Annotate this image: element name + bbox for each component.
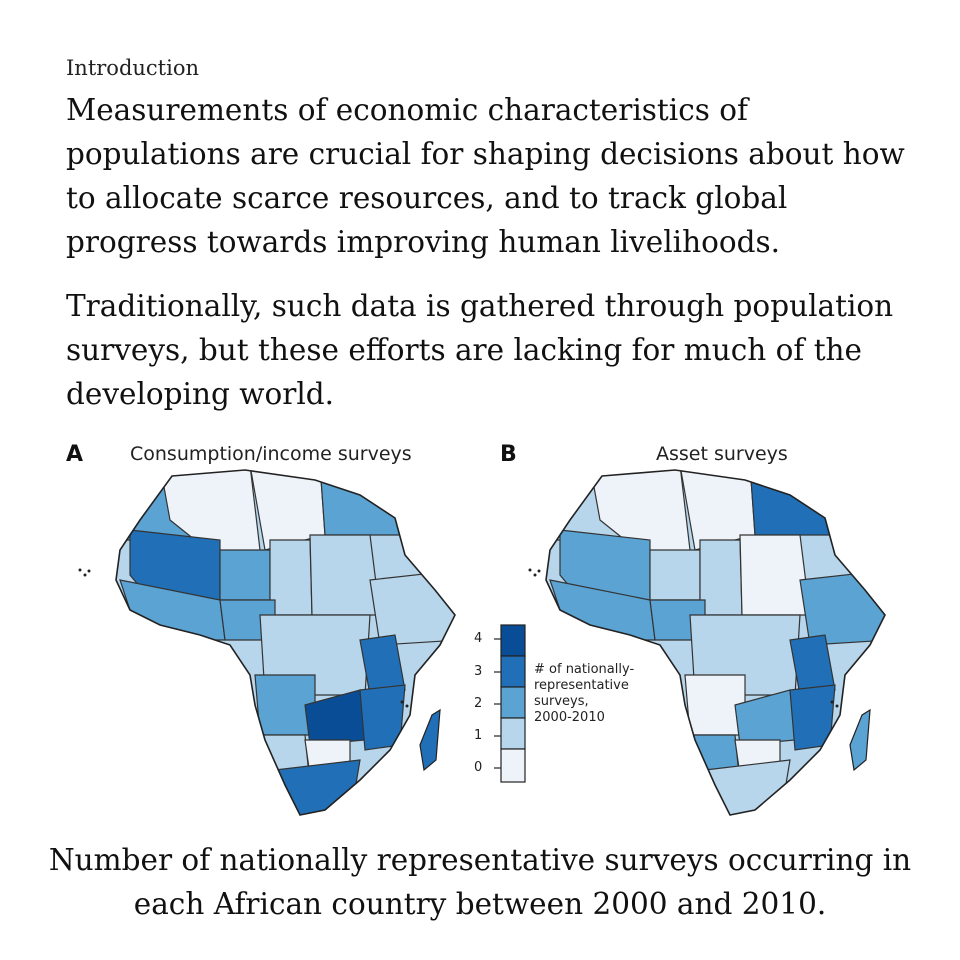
map-b-asset xyxy=(546,470,885,815)
panel-a-letter: A xyxy=(66,442,84,467)
legend-colorbar xyxy=(494,624,526,783)
madagascar-b xyxy=(849,708,871,772)
legend-title-line-3: surveys, xyxy=(534,694,589,709)
legend-tick-0: 0 xyxy=(474,760,483,775)
panel-a-title: Consumption/income surveys xyxy=(130,443,412,465)
panel-b-letter: B xyxy=(500,442,517,467)
legend-title-line-2: representative xyxy=(534,678,629,693)
section-label: Introduction xyxy=(66,56,199,80)
map-a-consumption xyxy=(116,470,455,815)
region-sudan xyxy=(309,534,381,616)
survey-maps-figure: A Consumption/income surveys B Asset sur… xyxy=(60,440,900,830)
africa-maps-svg xyxy=(78,469,886,816)
region-mozambique xyxy=(359,684,406,751)
figure-caption: Number of nationally representative surv… xyxy=(48,843,912,921)
panel-b-title: Asset surveys xyxy=(656,443,788,465)
madagascar-a xyxy=(419,708,441,772)
region-egypt-b xyxy=(749,470,836,536)
region-niger xyxy=(219,549,271,601)
intro-paragraph-2: Traditionally, such data is gathered thr… xyxy=(66,289,894,411)
intro-paragraph-1: Measurements of economic characteristics… xyxy=(66,93,905,259)
legend-title-line-1: # of nationally- xyxy=(534,662,635,677)
region-egypt xyxy=(319,470,406,536)
region-chad xyxy=(269,539,313,616)
legend-tick-4: 4 xyxy=(474,631,483,646)
legend-title-line-4: 2000-2010 xyxy=(534,710,605,725)
legend-title: # of nationally- representative surveys,… xyxy=(534,662,634,726)
legend-tick-2: 2 xyxy=(474,696,483,711)
legend-tick-1: 1 xyxy=(474,728,483,743)
legend-tick-3: 3 xyxy=(474,664,483,679)
